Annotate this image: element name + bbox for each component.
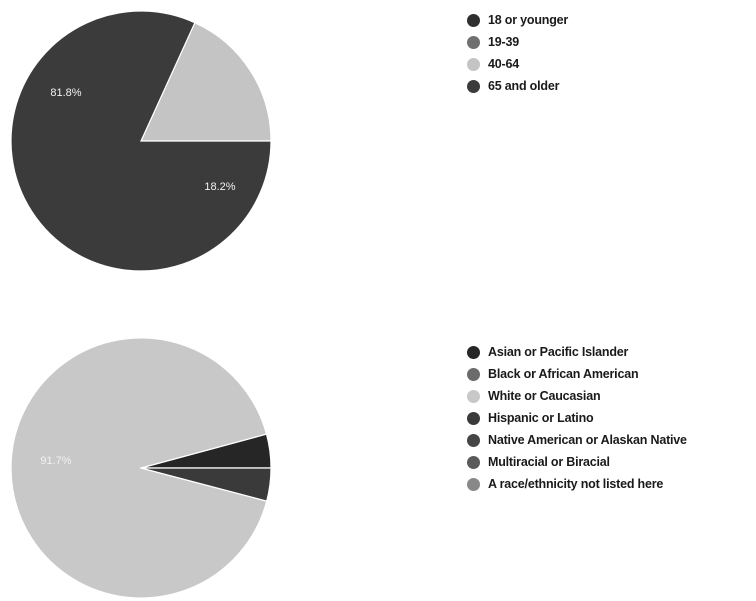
legend-swatch <box>467 455 480 469</box>
legend-item-a-race-ethnicity-not-listed-here: A race/ethnicity not listed here <box>467 473 687 495</box>
legend-item-18-or-younger: 18 or younger <box>467 9 568 31</box>
slice-label-white-or-caucasian: 91.7% <box>40 455 71 467</box>
age-pie-chart: 18.2% 81.8% 18 or younger 19-39 40-64 65 and… <box>0 0 756 290</box>
legend-swatch <box>467 389 480 403</box>
legend-label: A race/ethnicity not listed here <box>488 477 664 491</box>
age-legend: 18 or younger 19-39 40-64 65 and older <box>467 9 568 97</box>
legend-label: Asian or Pacific Islander <box>488 345 629 359</box>
slice-label-65-and-older: 81.8% <box>50 87 81 99</box>
legend-swatch <box>467 79 480 93</box>
pie-slice-white-or-caucasian <box>10 337 268 599</box>
legend-label: Native American or Alaskan Native <box>488 433 687 447</box>
legend-label: Multiracial or Biracial <box>488 455 610 469</box>
pie-slice-40-64 <box>140 21 272 142</box>
legend-item-white-or-caucasian: White or Caucasian <box>467 385 687 407</box>
race-legend: Asian or Pacific Islander Black or Africa… <box>467 341 687 495</box>
legend-item-hispanic-or-latino: Hispanic or Latino <box>467 407 687 429</box>
legend-swatch <box>467 411 480 425</box>
slice-label-40-64: 18.2% <box>204 181 235 193</box>
age-pie: 18.2% 81.8% <box>10 10 272 272</box>
race-pie-chart: 91.7% Asian or Pacific Islander Black or … <box>0 325 756 601</box>
legend-item-65-and-older: 65 and older <box>467 75 568 97</box>
legend-item-native-american-or-alaskan-native: Native American or Alaskan Native <box>467 429 687 451</box>
legend-item-asian-or-pacific-islander: Asian or Pacific Islander <box>467 341 687 363</box>
legend-item-40-64: 40-64 <box>467 53 568 75</box>
legend-item-black-or-african-american: Black or African American <box>467 363 687 385</box>
legend-swatch <box>467 35 480 49</box>
legend-item-multiracial-or-biracial: Multiracial or Biracial <box>467 451 687 473</box>
legend-label: 65 and older <box>488 79 560 93</box>
legend-label: 18 or younger <box>488 13 569 27</box>
legend-swatch <box>467 433 480 447</box>
legend-label: 19-39 <box>488 35 519 49</box>
legend-swatch <box>467 367 480 381</box>
legend-swatch <box>467 477 480 491</box>
legend-swatch <box>467 57 480 71</box>
legend-item-19-39: 19-39 <box>467 31 568 53</box>
legend-label: White or Caucasian <box>488 389 601 403</box>
race-pie: 91.7% <box>10 337 272 599</box>
legend-label: Hispanic or Latino <box>488 411 594 425</box>
legend-label: 40-64 <box>488 57 519 71</box>
pie-slice-65-and-older <box>10 10 272 272</box>
pie-slice-hispanic-or-latino <box>140 467 272 502</box>
legend-swatch <box>467 13 480 27</box>
legend-swatch <box>467 345 480 359</box>
legend-label: Black or African American <box>488 367 639 381</box>
